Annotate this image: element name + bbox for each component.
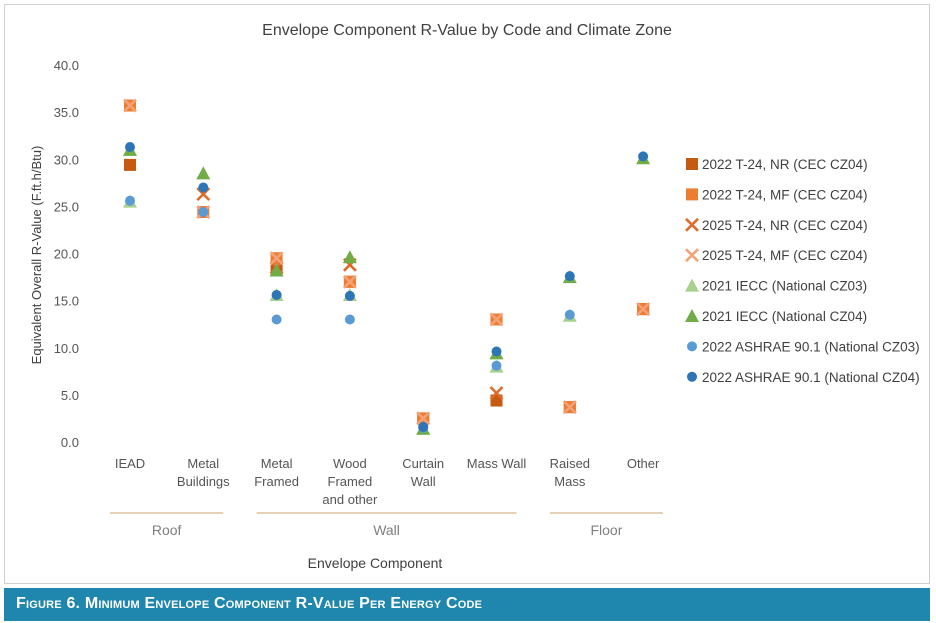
x-tick-label: IEAD bbox=[115, 456, 145, 471]
y-tick-label: 15.0 bbox=[54, 294, 79, 309]
data-point bbox=[562, 400, 577, 415]
data-point bbox=[489, 312, 504, 327]
x-tick-label-line: Wood bbox=[333, 456, 367, 471]
legend-marker bbox=[685, 248, 699, 263]
x-tick-label-line: Framed bbox=[328, 474, 373, 489]
data-point bbox=[198, 207, 209, 218]
data-point bbox=[344, 290, 355, 301]
x-tick-label: Metal Framed bbox=[254, 456, 299, 489]
legend-label: 2025 T-24, NR (CEC CZ04) bbox=[702, 218, 868, 233]
x-tick-label: Raised Mass bbox=[550, 456, 590, 489]
x-tick-label-line: IEAD bbox=[115, 456, 145, 471]
chart-frame: Envelope Component R-Value by Code and C… bbox=[4, 4, 930, 584]
data-point bbox=[125, 195, 135, 206]
group-label: Roof bbox=[152, 522, 182, 538]
legend-marker bbox=[687, 371, 697, 382]
data-point bbox=[269, 263, 284, 277]
x-tick-label-line: Mass Wall bbox=[467, 456, 527, 471]
legend-marker bbox=[685, 278, 699, 292]
y-tick-label: 0.0 bbox=[61, 435, 79, 450]
legend-marker bbox=[686, 158, 698, 170]
data-point bbox=[196, 166, 211, 180]
category-groups: Roof Wall Floor bbox=[110, 512, 664, 538]
group-label: Floor bbox=[590, 522, 622, 538]
x-tick-label-line: Metal bbox=[261, 456, 293, 471]
scatter-chart: Envelope Component R-Value by Code and C… bbox=[29, 22, 920, 571]
x-tick-label-line: Metal bbox=[187, 456, 219, 471]
data-point bbox=[269, 251, 284, 266]
data-point bbox=[344, 314, 355, 325]
data-point bbox=[342, 274, 357, 289]
group-label: Wall bbox=[373, 522, 400, 538]
y-tick-label: 20.0 bbox=[54, 247, 79, 262]
legend-marker bbox=[687, 341, 697, 352]
x-tick-label-line: Raised bbox=[550, 456, 590, 471]
data-point bbox=[636, 302, 651, 317]
x-tick-label-line: and other bbox=[322, 492, 378, 507]
x-tick-label-line: Framed bbox=[254, 474, 299, 489]
x-tick-label: Wood Framed and other bbox=[322, 456, 378, 507]
data-point bbox=[491, 346, 502, 357]
figure-caption-bar: Figure 6. Minimum Envelope Component R-V… bbox=[4, 588, 930, 621]
data-point bbox=[125, 141, 135, 152]
x-axis-label: Envelope Component bbox=[308, 555, 443, 571]
x-tick-label-line: Curtain bbox=[402, 456, 444, 471]
legend-label: 2022 ASHRAE 90.1 (National CZ03) bbox=[702, 339, 920, 354]
y-axis-label: Equivalent Overall R-Value (F.ft.h/Btu) bbox=[29, 146, 44, 365]
x-tick-label: Curtain Wall bbox=[402, 456, 444, 489]
x-tick-label: Mass Wall bbox=[467, 456, 527, 471]
legend-marker bbox=[685, 309, 699, 322]
y-tick-label: 40.0 bbox=[54, 58, 79, 73]
x-tick-label-line: Mass bbox=[554, 474, 586, 489]
legend-label: 2022 T-24, MF (CEC CZ04) bbox=[702, 187, 868, 202]
data-point bbox=[342, 250, 357, 264]
legend-marker bbox=[686, 188, 698, 201]
y-tick-label: 25.0 bbox=[54, 199, 79, 214]
data-point bbox=[416, 411, 431, 426]
data-point bbox=[491, 360, 502, 371]
data-point bbox=[638, 151, 649, 162]
data-point bbox=[564, 271, 575, 282]
data-point bbox=[564, 309, 575, 320]
x-tick-label: Metal Buildings bbox=[177, 456, 230, 489]
legend-label: 2021 IECC (National CZ03) bbox=[702, 279, 867, 294]
data-point bbox=[123, 98, 137, 113]
x-tick-label-line: Buildings bbox=[177, 474, 230, 489]
x-axis-tick-labels: IEAD Metal Buildings Metal Framed Wood Framed a… bbox=[115, 456, 660, 507]
data-point bbox=[198, 182, 209, 193]
x-tick-label-line: Wall bbox=[411, 474, 436, 489]
y-tick-label: 35.0 bbox=[54, 105, 79, 120]
legend-label: 2022 ASHRAE 90.1 (National CZ04) bbox=[702, 370, 920, 385]
legend-label: 2021 IECC (National CZ04) bbox=[702, 309, 867, 324]
y-axis-ticks: 0.0 5.0 10.0 15.0 20.0 25.0 30.0 35.0 40.0 bbox=[54, 58, 79, 450]
data-point bbox=[489, 386, 504, 400]
x-tick-label-line: Other bbox=[627, 456, 660, 471]
x-tick-label: Other bbox=[627, 456, 660, 471]
legend-marker bbox=[685, 217, 699, 232]
figure-caption: Figure 6. Minimum Envelope Component R-V… bbox=[16, 595, 483, 612]
data-point bbox=[418, 421, 429, 432]
data-point bbox=[271, 314, 282, 325]
data-point bbox=[271, 289, 282, 300]
y-tick-label: 30.0 bbox=[54, 152, 79, 167]
data-points bbox=[123, 98, 651, 435]
legend: 2022 T-24, NR (CEC CZ04) 2022 T-24, MF (C… bbox=[685, 157, 920, 385]
legend-label: 2025 T-24, MF (CEC CZ04) bbox=[702, 248, 868, 263]
legend-label: 2022 T-24, NR (CEC CZ04) bbox=[702, 157, 868, 172]
y-tick-label: 10.0 bbox=[54, 341, 79, 356]
y-tick-label: 5.0 bbox=[61, 388, 79, 403]
data-point bbox=[124, 158, 136, 171]
chart-title: Envelope Component R-Value by Code and C… bbox=[262, 22, 672, 39]
